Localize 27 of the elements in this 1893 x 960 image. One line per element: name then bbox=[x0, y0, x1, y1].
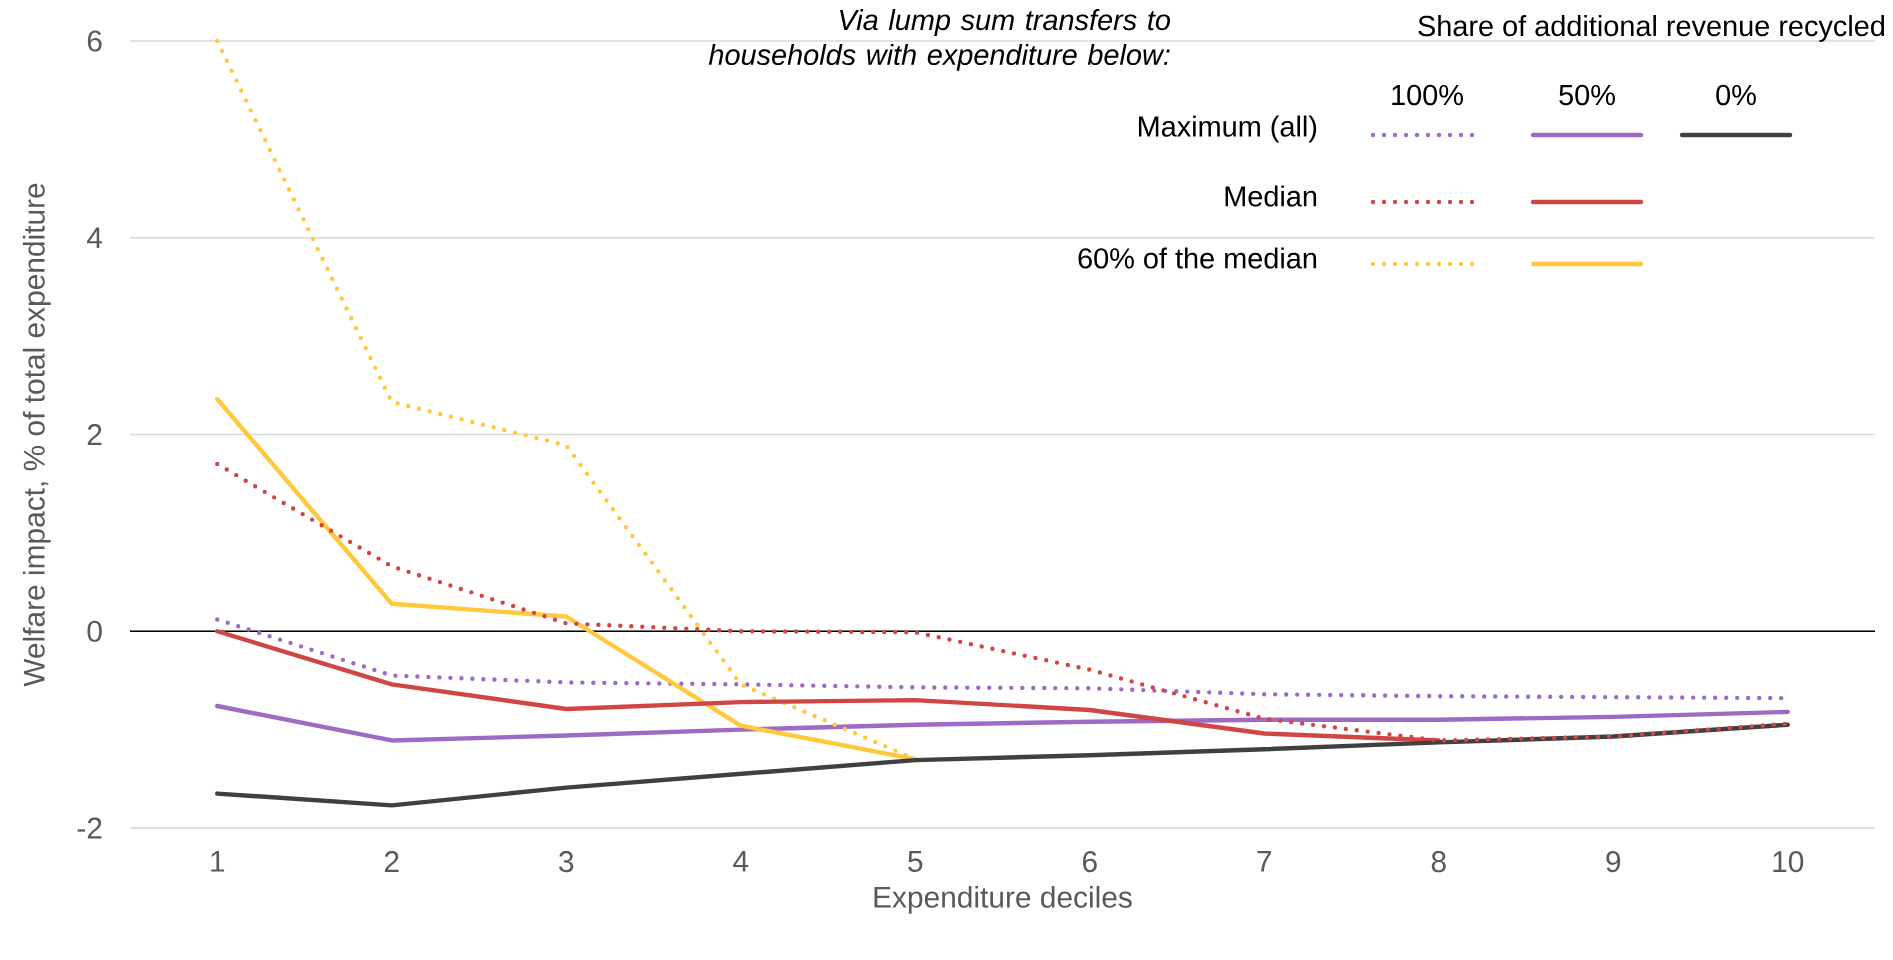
x-tick-label: 3 bbox=[559, 851, 574, 873]
x-tick-label: 6 bbox=[1082, 851, 1097, 873]
annotation: Maximum (all) bbox=[1138, 115, 1317, 143]
y-tick-label: 0 bbox=[87, 620, 102, 642]
y-tick-label: 2 bbox=[87, 424, 102, 445]
x-tick-label: 5 bbox=[908, 851, 923, 872]
x-tick-label: 8 bbox=[1431, 851, 1446, 873]
x-tick-label: 4 bbox=[733, 851, 749, 872]
x-tick-label: 10 bbox=[1773, 851, 1804, 873]
x-axis-title: Expenditure deciles bbox=[874, 885, 1132, 914]
annotation: 0% bbox=[1716, 84, 1756, 106]
x-tick-label: 1 bbox=[211, 851, 225, 872]
y-tick-label: 6 bbox=[87, 30, 102, 52]
annotation: Via lump sum transfers to households with expenditure below: bbox=[708, 9, 1171, 71]
x-tick-label: 7 bbox=[1257, 851, 1272, 872]
legend-title: Share of additional revenue recycled bbox=[1418, 15, 1885, 42]
annotation: Median bbox=[1225, 185, 1317, 207]
y-axis-title: Welfare impact, % of total expenditure bbox=[22, 183, 51, 687]
annotation: 60% of the median bbox=[1078, 247, 1317, 269]
line-series bbox=[215, 703, 1790, 743]
annotation: 100% bbox=[1392, 84, 1463, 106]
x-tick-label: 9 bbox=[1606, 851, 1621, 873]
x-tick-label: 2 bbox=[384, 851, 399, 872]
annotation: 50% bbox=[1559, 84, 1615, 106]
line-series bbox=[215, 461, 1790, 743]
y-tick-label: 4 bbox=[87, 227, 103, 249]
y-tick-label: -2 bbox=[77, 817, 102, 839]
